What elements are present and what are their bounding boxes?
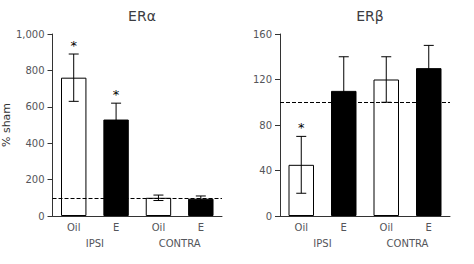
svg-text:80: 80: [259, 120, 272, 131]
svg-text:120: 120: [253, 74, 272, 85]
svg-text:E: E: [341, 222, 347, 233]
svg-text:800: 800: [25, 65, 44, 76]
svg-text:% sham: % sham: [0, 103, 13, 147]
svg-text:*: *: [70, 38, 77, 53]
svg-text:600: 600: [25, 101, 44, 112]
svg-text:E: E: [426, 222, 432, 233]
svg-text:1,000: 1,000: [16, 29, 45, 40]
svg-text:IPSI: IPSI: [86, 238, 104, 249]
svg-text:0: 0: [266, 211, 272, 222]
svg-text:40: 40: [259, 165, 272, 176]
svg-text:*: *: [113, 87, 120, 102]
svg-text:*: *: [298, 120, 305, 135]
svg-text:0: 0: [38, 211, 44, 222]
svg-text:IPSI: IPSI: [313, 238, 331, 249]
svg-text:400: 400: [25, 138, 44, 149]
svg-text:Oil: Oil: [380, 222, 393, 233]
svg-text:Oil: Oil: [67, 222, 80, 233]
svg-text:ERα: ERα: [128, 8, 156, 24]
svg-text:CONTRA: CONTRA: [159, 238, 201, 249]
svg-text:CONTRA: CONTRA: [387, 238, 429, 249]
svg-text:Oil: Oil: [295, 222, 308, 233]
svg-text:ERβ: ERβ: [356, 8, 384, 24]
svg-text:200: 200: [25, 174, 44, 185]
svg-text:E: E: [113, 222, 119, 233]
svg-text:E: E: [198, 222, 204, 233]
svg-text:160: 160: [253, 29, 272, 40]
svg-text:Oil: Oil: [152, 222, 165, 233]
